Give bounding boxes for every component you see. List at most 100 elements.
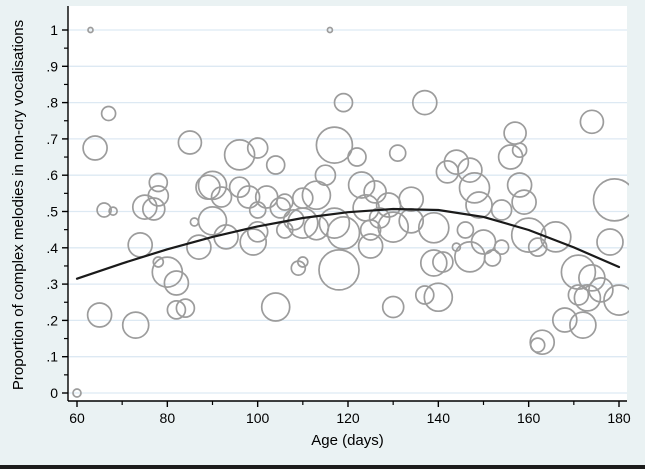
data-bubble [108,206,118,216]
data-bubble [290,260,307,276]
x-tick-label: 120 [336,410,360,426]
y-tick-label: .9 [46,58,58,74]
data-bubble [246,220,269,243]
data-bubble [228,176,251,199]
y-axis-title: Proportion of complex melodies in non-cr… [10,19,27,391]
data-bubble [417,211,450,244]
data-bubble [419,249,448,277]
y-tick-label: .8 [46,95,58,111]
data-bubble [333,92,354,113]
data-bubble [529,337,546,353]
data-bubble [286,207,319,239]
data-bubble [175,298,196,318]
data-bubble [414,285,435,305]
y-tick-label: 1 [50,22,58,38]
x-tick-label: 60 [69,410,85,426]
data-bubble [381,295,405,319]
y-tick-label: .2 [46,312,58,328]
data-bubble [186,234,212,260]
data-bubble [551,307,578,333]
data-bubble [470,229,497,255]
data-bubble [236,185,261,209]
data-bubble [248,201,267,219]
data-bubble [432,251,454,273]
y-tick-label: .7 [46,131,58,147]
data-bubble [296,256,309,268]
data-bubble [301,180,332,211]
data-bubble [177,130,203,155]
data-bubble [579,109,605,135]
data-bubble [72,388,82,398]
data-bubble [363,180,387,204]
data-bubble [603,284,629,316]
data-bubble [347,147,367,167]
data-bubble [246,137,269,159]
window-bottom-border [0,465,645,469]
data-bubble [588,277,614,303]
x-tick-label: 80 [160,410,176,426]
data-bubble [456,221,475,239]
data-bubble [82,135,108,161]
data-bubble [529,329,556,356]
data-bubble [87,26,94,34]
data-bubble [511,142,528,159]
data-bubble [326,26,334,34]
data-bubble [282,208,305,231]
data-bubble [539,221,572,253]
data-bubble [510,217,547,253]
x-tick-label: 180 [607,410,631,426]
data-bubble [388,144,407,162]
data-bubble [368,207,391,229]
data-bubble [493,239,510,255]
x-tick-label: 100 [246,410,270,426]
y-tick-label: 0 [50,385,58,401]
data-bubble [318,249,360,291]
data-bubble [163,270,190,296]
y-tick-label: .4 [46,240,58,256]
data-bubble [458,172,491,204]
data-bubble [527,237,548,257]
plot-area [68,6,627,401]
data-bubble [347,171,376,199]
data-bubble [121,311,150,339]
data-bubble [210,186,233,208]
fit-curve [75,207,621,280]
data-bubble [152,256,165,268]
data-bubble [511,189,537,215]
x-axis-title: Age (days) [311,432,384,449]
data-bubble [197,206,228,236]
data-bubble [223,139,256,171]
y-tick-label: .3 [46,276,58,292]
data-bubble [260,292,291,322]
data-bubble [326,216,361,250]
data-bubble [265,155,286,175]
data-bubble [506,172,533,198]
data-bubble [141,197,166,221]
data-bubble [315,126,354,164]
data-bubble [423,282,454,313]
y-tick-label: .5 [46,204,58,220]
data-bubble [411,89,438,116]
data-bubble [269,197,292,219]
data-bubble [592,178,629,222]
data-bubble [573,284,602,312]
x-tick-label: 160 [517,410,541,426]
x-tick-label: 140 [427,410,451,426]
data-bubble [86,302,113,328]
data-bubble [318,207,351,239]
data-bubble [567,284,590,306]
y-tick-label: .6 [46,167,58,183]
data-bubble [131,194,158,220]
y-tick-label: .1 [46,349,58,365]
data-bubble [569,311,597,339]
data-bubble [357,233,384,259]
data-bubble [148,172,169,193]
data-bubble [100,105,117,122]
data-bubble [254,185,279,209]
data-bubble [239,228,268,256]
data-bubble [457,157,483,183]
data-bubble [490,199,513,221]
data-bubble [166,300,187,320]
